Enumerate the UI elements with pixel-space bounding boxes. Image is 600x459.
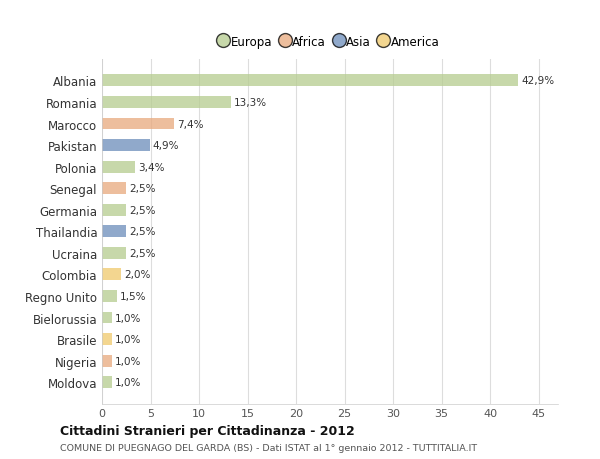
Bar bbox=[102, 312, 112, 324]
Text: 1,0%: 1,0% bbox=[115, 356, 141, 366]
Text: 1,0%: 1,0% bbox=[115, 377, 141, 387]
Text: 13,3%: 13,3% bbox=[234, 98, 267, 108]
Text: 7,4%: 7,4% bbox=[177, 119, 203, 129]
Bar bbox=[102, 75, 518, 87]
Text: Cittadini Stranieri per Cittadinanza - 2012: Cittadini Stranieri per Cittadinanza - 2… bbox=[60, 424, 355, 437]
Text: 2,5%: 2,5% bbox=[129, 205, 155, 215]
Text: 1,0%: 1,0% bbox=[115, 334, 141, 344]
Bar bbox=[102, 376, 112, 388]
Bar bbox=[102, 269, 121, 281]
Text: 2,5%: 2,5% bbox=[129, 248, 155, 258]
Text: 42,9%: 42,9% bbox=[521, 76, 554, 86]
Bar bbox=[102, 204, 126, 216]
Bar bbox=[102, 118, 174, 130]
Bar bbox=[102, 291, 116, 302]
Text: 1,5%: 1,5% bbox=[119, 291, 146, 301]
Bar bbox=[102, 162, 135, 173]
Bar bbox=[102, 140, 149, 151]
Bar bbox=[102, 247, 126, 259]
Text: COMUNE DI PUEGNAGO DEL GARDA (BS) - Dati ISTAT al 1° gennaio 2012 - TUTTITALIA.I: COMUNE DI PUEGNAGO DEL GARDA (BS) - Dati… bbox=[60, 443, 477, 452]
Text: 4,9%: 4,9% bbox=[152, 141, 179, 151]
Bar bbox=[102, 333, 112, 345]
Text: 1,0%: 1,0% bbox=[115, 313, 141, 323]
Text: 3,4%: 3,4% bbox=[138, 162, 164, 172]
Bar bbox=[102, 183, 126, 195]
Bar bbox=[102, 355, 112, 367]
Text: 2,5%: 2,5% bbox=[129, 184, 155, 194]
Legend: Europa, Africa, Asia, America: Europa, Africa, Asia, America bbox=[215, 31, 445, 54]
Text: 2,0%: 2,0% bbox=[124, 270, 151, 280]
Bar bbox=[102, 97, 231, 109]
Bar bbox=[102, 226, 126, 238]
Text: 2,5%: 2,5% bbox=[129, 227, 155, 237]
